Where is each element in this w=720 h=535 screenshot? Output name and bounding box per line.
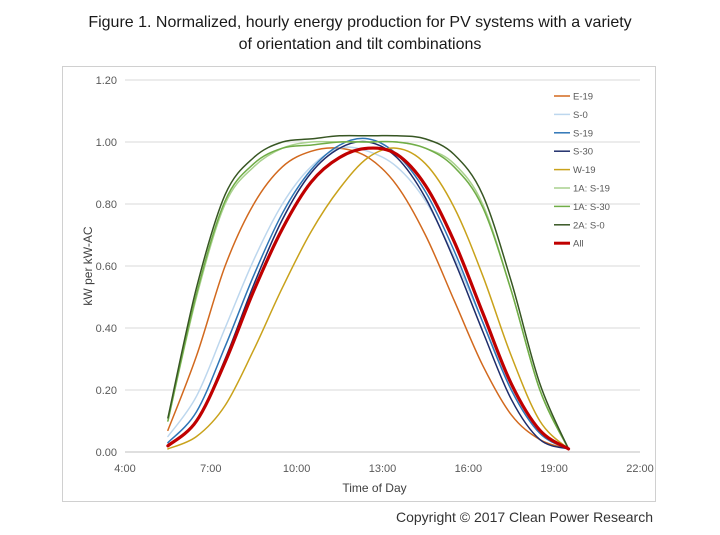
chart-title: Figure 1. Normalized, hourly energy prod… [0,12,720,56]
series-line-1a-s-30 [167,140,570,450]
series-line-s-19 [167,137,570,450]
chart-title-line-2: of orientation and tilt combinations [238,36,482,53]
legend-label-s-19: S-19 [573,128,593,139]
x-tick-label: 13:00 [369,463,397,475]
series-line-w-19 [167,147,570,450]
x-tick-label: 7:00 [200,463,221,475]
legend-label-all: All [573,239,584,250]
legend-label-2a-s-0: 2A: S-0 [573,220,605,231]
legend-label-1a-s-30: 1A: S-30 [573,202,610,213]
x-axis-title: Time of Day [342,481,406,495]
chart-frame [62,66,656,502]
series-line-all [166,146,571,451]
x-tick-label: 10:00 [283,463,311,475]
x-tick-label: 16:00 [455,463,483,475]
y-tick-label: 0.60 [96,261,117,273]
legend-label-w-19: W-19 [573,165,596,176]
legend-label-s-0: S-0 [573,110,588,121]
x-tick-label: 19:00 [540,463,568,475]
copyright-notice: Copyright © 2017 Clean Power Research [395,509,653,525]
y-axis-title: kW per kW-AC [81,226,95,305]
y-tick-label: 1.00 [96,137,117,149]
y-tick-label: 0.80 [96,199,117,211]
chart-title-line-1: Figure 1. Normalized, hourly energy prod… [88,14,632,31]
series-line-s-0 [167,146,570,450]
y-tick-label: 1.20 [96,75,117,87]
series-line-e-19 [167,147,570,450]
legend-label-s-30: S-30 [573,147,593,158]
x-tick-label: 22:00 [626,463,654,475]
legend-label-e-19: E-19 [573,92,593,103]
y-tick-label: 0.40 [96,323,117,335]
legend-label-1a-s-19: 1A: S-19 [573,184,610,195]
y-tick-label: 0.20 [96,385,117,397]
x-tick-label: 4:00 [114,463,135,475]
series-line-2a-s-0 [167,134,570,450]
y-tick-label: 0.00 [96,447,117,459]
